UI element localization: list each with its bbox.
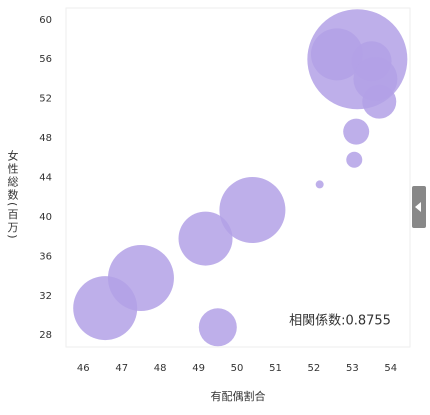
plot-frame (65, 7, 411, 348)
y-tick-label: 60 (39, 15, 52, 26)
y-tick-label: 36 (39, 251, 52, 262)
side-tab[interactable] (412, 186, 426, 228)
y-axis-label: 女性総数(百万) (6, 150, 19, 241)
x-tick-label: 52 (308, 363, 321, 374)
bubble (343, 118, 370, 145)
side-tab-arrow[interactable] (415, 202, 421, 212)
x-tick-label: 51 (269, 363, 282, 374)
x-tick-label: 47 (115, 363, 128, 374)
bubble (178, 211, 233, 266)
bubble (315, 180, 324, 189)
x-tick-label: 49 (192, 363, 205, 374)
y-tick-label: 32 (39, 291, 52, 302)
x-tick-label: 46 (77, 363, 90, 374)
y-tick-label: 48 (39, 133, 52, 144)
y-tick-label: 44 (39, 173, 52, 184)
bubble (219, 177, 286, 244)
x-tick-label: 53 (346, 363, 359, 374)
bubble (107, 245, 174, 312)
x-tick-label: 54 (384, 363, 397, 374)
bubble (346, 151, 363, 168)
y-tick-label: 52 (39, 94, 52, 105)
x-tick-label: 50 (231, 363, 244, 374)
bubble (353, 56, 398, 101)
annotation: 相関係数:0.8755 (289, 314, 391, 329)
y-tick-label: 40 (39, 212, 52, 223)
x-axis-label: 有配偶割合 (211, 389, 266, 403)
y-tick-label: 28 (39, 330, 52, 341)
x-tick-label: 48 (154, 363, 167, 374)
bubble (198, 308, 237, 347)
y-tick-label: 56 (39, 54, 52, 65)
bubble (310, 28, 363, 81)
